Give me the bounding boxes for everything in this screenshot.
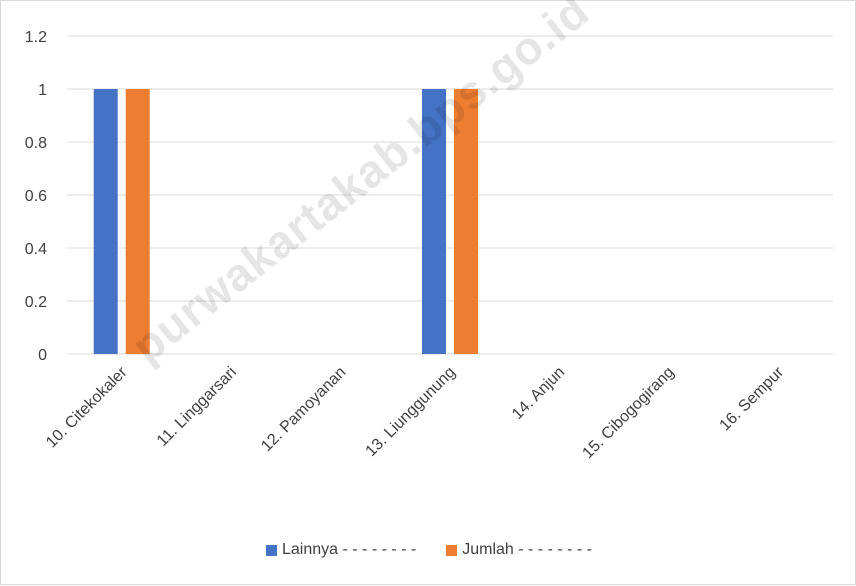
- y-tick-label: 1: [38, 82, 47, 99]
- y-tick-label: 0.2: [25, 294, 47, 311]
- x-tick-label: 12. Pamoyanan: [258, 364, 349, 455]
- x-tick-label: 10. Citekokaler: [43, 363, 131, 451]
- legend-swatch-jumlah: [446, 544, 458, 556]
- x-axis-ticks: 10. Citekokaler 11. Linggarsari 12. Pamoya…: [43, 363, 788, 462]
- legend-entry-jumlah: Jumlah - - - - - - - -: [446, 541, 592, 559]
- x-tick-label: 11. Linggarsari: [154, 364, 240, 450]
- legend: Lainnya - - - - - - - - Jumlah - - - - -…: [1, 538, 856, 562]
- bars: [93, 89, 478, 354]
- x-tick-label: 14. Anjun: [509, 364, 568, 423]
- gridlines: [67, 35, 833, 355]
- legend-label-lainnya: Lainnya - - - - - - - -: [282, 541, 417, 558]
- y-tick-label: 0: [38, 347, 47, 364]
- bar-lainnya: [93, 89, 118, 354]
- x-tick-label: 16. Sempur: [717, 363, 788, 434]
- y-axis-ticks: 0 0.2 0.4 0.6 0.8 1 1.2: [25, 29, 47, 364]
- x-tick-label: 13. Liunggunung: [362, 364, 458, 460]
- y-tick-label: 0.6: [25, 188, 47, 205]
- legend-swatch-lainnya: [266, 544, 277, 556]
- x-tick-label: 15. Cibogogirang: [579, 364, 677, 462]
- y-tick-label: 1.2: [25, 29, 47, 46]
- bar-lainnya: [422, 89, 446, 354]
- y-tick-label: 0.8: [25, 135, 47, 152]
- legend-entry-lainnya: Lainnya - - - - - - - -: [266, 541, 416, 559]
- bar-jumlah: [125, 89, 150, 354]
- legend-label-jumlah: Jumlah - - - - - - - -: [462, 541, 592, 558]
- y-tick-label: 0.4: [25, 241, 47, 258]
- bar-jumlah: [454, 89, 478, 354]
